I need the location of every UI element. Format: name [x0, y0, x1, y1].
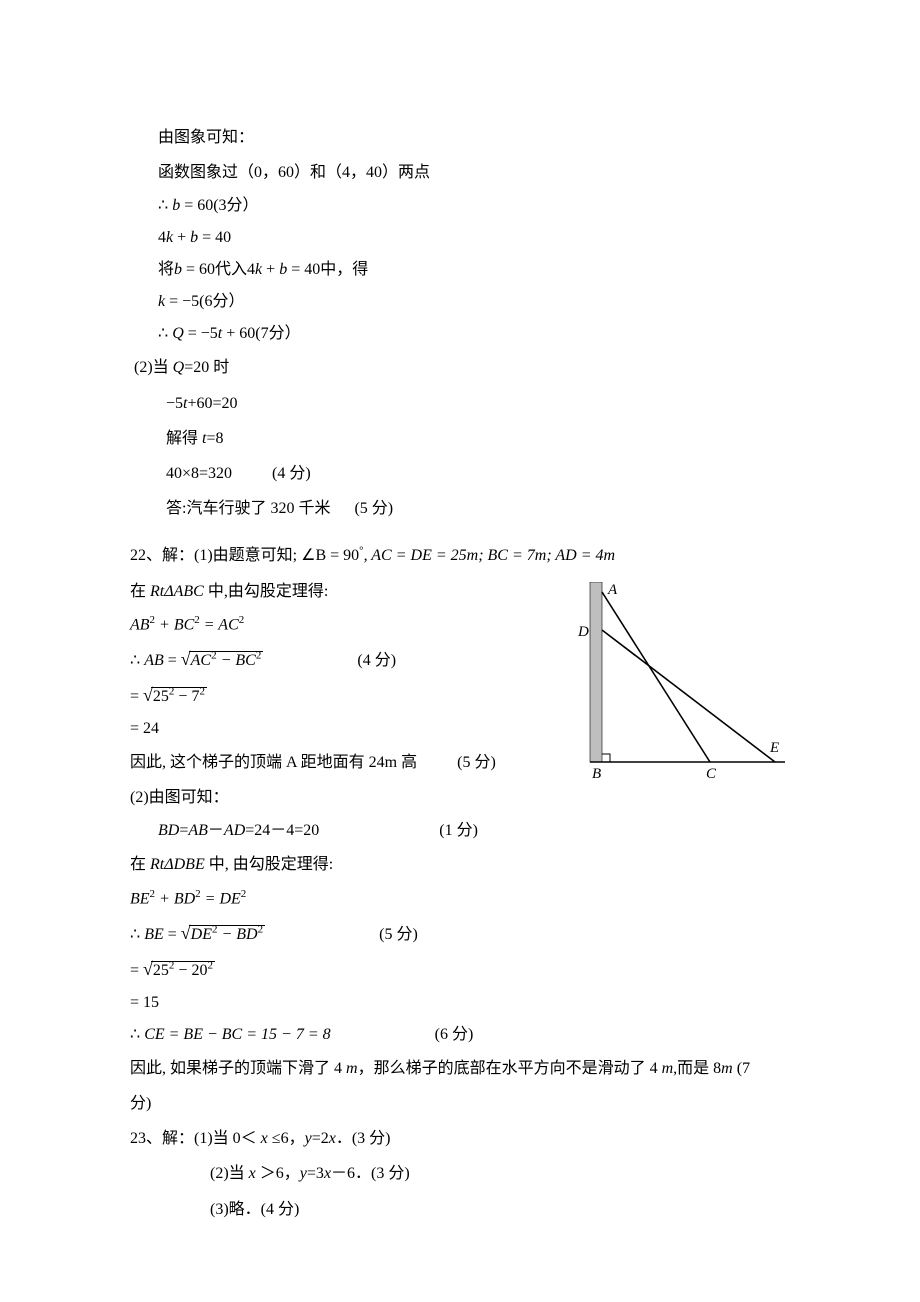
q22-result1: 因此, 这个梯子的顶端 A 距地面有 24m 高 (5 分)	[130, 745, 570, 780]
q21-part2-l4: 答:汽车行驶了 320 千米 (5 分)	[130, 491, 790, 526]
q22-m4: = 24	[130, 713, 570, 745]
q22-rt1: 在 RtΔABC 中,由勾股定理得:	[130, 574, 570, 609]
q21-math4: k = −5(6分）	[158, 286, 790, 318]
q22-m3: = √252 − 72	[130, 677, 570, 713]
q23-l1: 23、解：(1)当 0＜ x ≤6，y=2x．(3 分)	[130, 1121, 790, 1156]
svg-text:E: E	[769, 740, 779, 756]
q22-m7: = √252 − 202	[130, 951, 790, 987]
q22-left: 在 RtΔABC 中,由勾股定理得: AB2 + BC2 = AC2 ∴ AB …	[130, 574, 570, 848]
q22-m1: AB2 + BC2 = AC2	[130, 609, 570, 641]
svg-text:D: D	[577, 624, 589, 640]
q21-part2-l2: 解得 t=8	[130, 421, 790, 456]
q23-l3: (3)略．(4 分)	[130, 1192, 790, 1227]
q22-rt2: 在 RtΔDBE 中, 由勾股定理得:	[130, 847, 790, 882]
q22-m2: ∴ AB = √AC2 − BC2 (4 分)	[130, 641, 570, 677]
page: 由图象可知： 函数图象过（0，60）和（4，40）两点 ∴ b = 60(3分）…	[0, 0, 920, 1287]
q21-line2: 函数图象过（0，60）和（4，40）两点	[158, 155, 790, 190]
q22-m5: BE2 + BD2 = DE2	[130, 883, 790, 915]
q22-m6: ∴ BE = √DE2 − BD2 (5 分)	[130, 915, 790, 951]
svg-text:B: B	[592, 766, 601, 782]
ladder-diagram: A D B C E	[570, 582, 790, 782]
q22-p2-head: (2)由图可知：	[130, 780, 570, 815]
svg-text:C: C	[706, 766, 717, 782]
q22-head: 22、解：(1)由题意可知; ∠B = 90°, AC = DE = 25m; …	[130, 538, 790, 573]
q21-math5: ∴ Q = −5t + 60(7分）	[158, 318, 790, 350]
svg-text:A: A	[607, 582, 618, 598]
q21-line1: 由图象可知：	[158, 120, 790, 155]
q22-figure: A D B C E	[570, 574, 790, 782]
q21-math1: ∴ b = 60(3分）	[158, 190, 790, 222]
q22-result2: 因此, 如果梯子的顶端下滑了 4 m，那么梯子的底部在水平方向不是滑动了 4 m…	[130, 1051, 790, 1086]
q21-part2-l3: 40×8=320 (4 分)	[130, 456, 790, 491]
q21-math3: 将b = 60代入4k + b = 40中，得	[158, 254, 790, 286]
q23-l2: (2)当 x ＞6，y=3x－6．(3 分)	[130, 1156, 790, 1191]
q21-part2-head: (2)当 Q=20 时	[130, 350, 790, 385]
q22-bd: BD=AB－AD=24－4=20 (1 分)	[130, 815, 570, 847]
q22-m9: ∴ CE = BE − BC = 15 − 7 = 8 (6 分)	[130, 1019, 790, 1051]
q22-row: 在 RtΔABC 中,由勾股定理得: AB2 + BC2 = AC2 ∴ AB …	[130, 574, 790, 848]
q21-part2-l1: −5t+60=20	[130, 386, 790, 421]
q22-m8: = 15	[130, 987, 790, 1019]
q21-block: 由图象可知： 函数图象过（0，60）和（4，40）两点 ∴ b = 60(3分）…	[130, 120, 790, 350]
q21-math2: 4k + b = 40	[158, 222, 790, 254]
q22-result2b: 分)	[130, 1086, 790, 1121]
